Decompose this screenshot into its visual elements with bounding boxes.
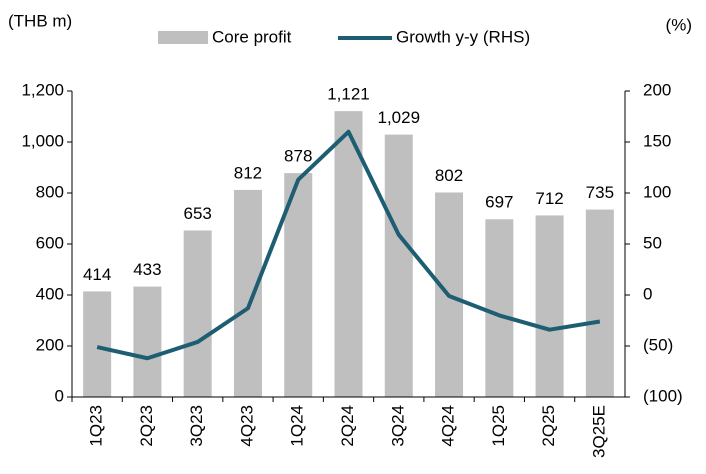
x-tick-label: 3Q23	[187, 405, 206, 447]
x-tick-label: 3Q25E	[589, 405, 608, 458]
growth-line	[96, 129, 601, 361]
data-label: 1,121	[327, 85, 370, 104]
y2-tick-label: 200	[643, 80, 671, 99]
bar	[485, 219, 514, 397]
data-label: 697	[485, 193, 513, 212]
y2-tick-label: 150	[643, 131, 671, 150]
y-axis-label: (THB m)	[8, 11, 72, 30]
y-tick-label: 600	[36, 233, 64, 252]
y2-tick-label: 100	[643, 182, 671, 201]
data-label: 712	[535, 189, 563, 208]
data-label: 802	[435, 166, 463, 185]
bar	[233, 189, 262, 397]
y2-tick-label: 0	[643, 284, 652, 303]
bar	[384, 134, 413, 398]
bar	[334, 111, 363, 398]
data-label: 653	[183, 204, 211, 223]
bar	[585, 209, 614, 397]
x-tick-label: 2Q25	[539, 405, 558, 447]
data-label: 414	[83, 265, 111, 284]
data-label: 878	[284, 147, 312, 166]
bar	[133, 286, 162, 397]
y-tick-label: 1,000	[21, 131, 64, 150]
data-label: 1,029	[377, 108, 420, 127]
y2-axis-label: (%)	[666, 15, 692, 34]
bar	[284, 173, 313, 397]
bar	[535, 215, 564, 397]
legend-label: Core profit	[212, 27, 292, 46]
y-tick-label: 800	[36, 182, 64, 201]
bar	[83, 291, 112, 397]
y-tick-label: 400	[36, 284, 64, 303]
x-tick-label: 2Q23	[137, 405, 156, 447]
x-tick-label: 2Q24	[338, 405, 357, 447]
y-tick-label: 200	[36, 335, 64, 354]
data-label: 812	[234, 163, 262, 182]
bar	[183, 230, 212, 397]
x-tick-label: 1Q23	[87, 405, 106, 447]
x-tick-label: 1Q24	[288, 405, 307, 447]
y-tick-label: 0	[55, 386, 64, 405]
legend-swatch	[158, 31, 208, 44]
y-tick-label: 1,200	[21, 80, 64, 99]
data-label: 433	[133, 260, 161, 279]
x-tick-label: 3Q24	[388, 405, 407, 447]
x-tick-label: 1Q25	[489, 405, 508, 447]
data-label: 735	[586, 183, 614, 202]
y2-tick-label: (50)	[643, 335, 673, 354]
x-tick-label: 4Q24	[439, 405, 458, 447]
y2-tick-label: 50	[643, 233, 662, 252]
legend-label: Growth y-y (RHS)	[396, 27, 530, 46]
y2-tick-label: (100)	[643, 386, 683, 405]
x-tick-label: 4Q23	[237, 405, 256, 447]
